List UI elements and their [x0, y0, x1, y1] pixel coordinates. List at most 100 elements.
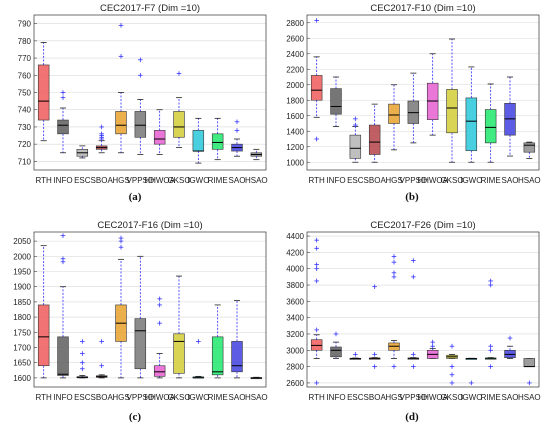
outlier-point: [372, 364, 377, 369]
x-tick-label: RIME: [481, 176, 501, 185]
box-info: [330, 331, 342, 359]
y-tick-label: 1950: [13, 268, 31, 277]
x-tick-label: VPPSO: [127, 176, 155, 185]
x-tick-label: RIME: [481, 393, 501, 402]
box-sboa: [368, 103, 381, 163]
box-rime: [211, 304, 224, 379]
outlier-point: [118, 238, 124, 244]
box-body: [153, 130, 166, 145]
outlier-point: [411, 274, 416, 280]
y-tick-label: 3400: [286, 314, 304, 323]
y-tick-label: 1600: [13, 374, 31, 383]
box-body: [330, 88, 342, 115]
x-tick-label: HSAO: [518, 176, 541, 185]
x-tick-label: ESC: [347, 176, 364, 185]
outlier-point: [138, 72, 143, 78]
box-sao: [504, 76, 516, 157]
box-body: [211, 336, 224, 376]
x-tick-label: SAO: [502, 393, 519, 402]
box-body: [153, 365, 166, 377]
outlier-point: [449, 343, 455, 349]
x-tick-label: IGWO: [187, 176, 209, 185]
x-tick-label: IGWO: [460, 393, 482, 402]
box-body: [211, 133, 224, 150]
box-info: [57, 233, 69, 379]
x-tick-label: HGS: [385, 393, 402, 402]
outlier-point: [391, 254, 397, 259]
x-tick-label: RTH: [309, 393, 326, 402]
y-tick-label: 1900: [13, 283, 31, 292]
panel-caption: (d): [405, 411, 419, 423]
y-tick-label: 2400: [286, 50, 304, 59]
box-hhwoa: [153, 296, 166, 379]
outlier-point: [157, 296, 162, 302]
box-rth: [37, 42, 50, 142]
x-tick-label: INFO: [326, 176, 345, 185]
chart-title: CEC2017-F10 (Dim =10): [370, 3, 475, 14]
outlier-point: [314, 18, 319, 23]
box-vppso: [407, 72, 420, 144]
x-tick-label: SBOA: [91, 393, 114, 402]
x-tick-label: GKSO: [167, 393, 190, 402]
outlier-point: [488, 278, 493, 284]
outlier-point: [314, 327, 319, 333]
x-tick-label: HGS: [385, 176, 402, 185]
x-tick-label: HSAO: [245, 393, 268, 402]
box-hgs: [115, 23, 127, 154]
chart-title: CEC2017-F16 (Dim =10): [97, 220, 202, 231]
box-body: [115, 111, 127, 135]
outlier-point: [118, 23, 124, 28]
y-tick-label: 4200: [286, 248, 304, 257]
box-body: [368, 124, 381, 155]
y-tick-label: 3200: [286, 330, 304, 339]
y-tick-label: 4400: [286, 232, 304, 241]
x-tick-label: VPPSO: [127, 393, 155, 402]
box-hhwoa: [426, 53, 439, 136]
box-body: [57, 336, 69, 376]
box-body: [134, 318, 147, 370]
x-tick-label: IGWO: [187, 393, 209, 402]
box-hgs: [388, 84, 400, 151]
x-tick-label: VPPSO: [400, 393, 428, 402]
outlier-point: [353, 122, 358, 128]
outlier-point: [488, 282, 493, 288]
box-body: [173, 111, 185, 138]
outlier-point: [80, 351, 85, 356]
outlier-point: [99, 363, 104, 369]
x-tick-label: ESC: [74, 393, 91, 402]
x-tick-label: HSAO: [518, 393, 541, 402]
x-tick-label: HGS: [112, 393, 129, 402]
x-tick-label: ESC: [347, 393, 364, 402]
outlier-point: [391, 274, 397, 280]
outlier-point: [353, 116, 358, 122]
box-sboa: [368, 284, 381, 369]
chart-panel: 710 720 730 740 750 760 770 780 790 RTH INFO ESC SBO…: [18, 3, 268, 203]
y-tick-label: 1600: [286, 112, 304, 121]
outlier-point: [333, 331, 339, 337]
box-body: [192, 130, 205, 152]
box-vppso: [134, 57, 147, 155]
x-tick-label: SBOA: [364, 176, 387, 185]
box-body: [37, 304, 50, 367]
box-rth: [310, 18, 323, 142]
y-tick-label: 2200: [286, 65, 304, 74]
x-tick-label: GKSO: [440, 393, 463, 402]
outlier-point: [314, 262, 319, 267]
outlier-point: [391, 270, 397, 276]
box-sao: [504, 335, 516, 359]
box-sao: [231, 299, 243, 379]
x-tick-label: HSAO: [245, 176, 268, 185]
x-tick-label: HHWOA: [417, 176, 448, 185]
outlier-point: [138, 57, 143, 63]
box-body: [134, 111, 147, 138]
outlier-point: [430, 339, 435, 345]
outlier-point: [314, 380, 319, 386]
x-tick-label: RTH: [309, 176, 326, 185]
box-body: [330, 346, 342, 358]
box-body: [57, 119, 69, 135]
x-tick-label: HHWOA: [144, 393, 175, 402]
y-tick-label: 770: [18, 54, 32, 63]
x-tick-label: SBOA: [91, 176, 114, 185]
box-body: [484, 109, 497, 144]
y-tick-label: 780: [18, 37, 32, 46]
